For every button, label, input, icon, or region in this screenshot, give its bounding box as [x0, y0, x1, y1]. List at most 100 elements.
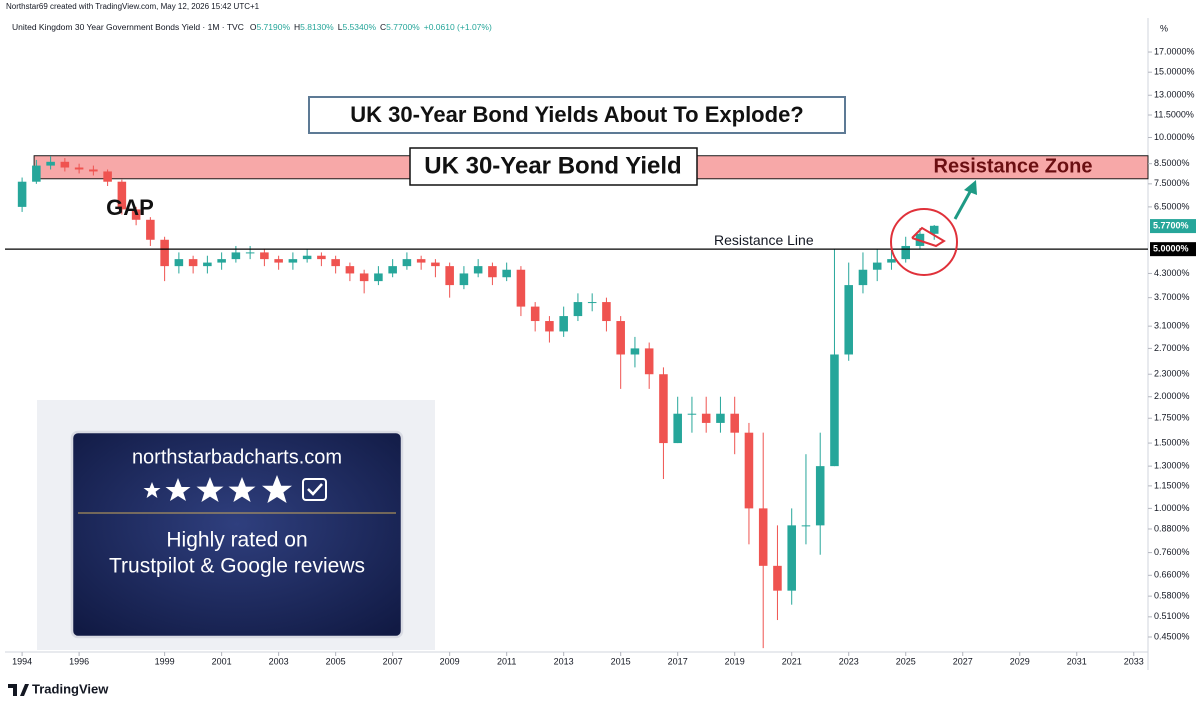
legend-key: H: [294, 22, 300, 32]
candle-body: [117, 181, 127, 210]
candle-body: [716, 413, 725, 423]
candle-body: [830, 354, 839, 467]
x-tick-label: 2033: [1124, 656, 1144, 666]
candle-body: [17, 181, 27, 207]
check-box: [302, 478, 327, 501]
candle-body: [644, 348, 654, 375]
x-tick-label: 2023: [839, 656, 859, 666]
candle-body: [758, 508, 768, 566]
candle-body: [488, 266, 497, 278]
candle-body: [616, 321, 625, 355]
legend-change: +0.0610 (+1.07%): [424, 22, 492, 32]
arrow-head: [964, 180, 977, 195]
price-tag: [1150, 242, 1196, 257]
y-tick-label: 10.0000%: [1154, 132, 1195, 142]
x-tick-label: 2009: [440, 656, 460, 666]
price-tag-label: 5.0000%: [1153, 244, 1189, 254]
x-tick-label: 2029: [1010, 656, 1030, 666]
last-price-tag: [1150, 219, 1196, 234]
chart-title: UK 30-Year Bond Yields About To Explode?: [350, 102, 804, 127]
candle-body: [160, 239, 169, 267]
y-tick-label: 1.1500%: [1154, 480, 1190, 490]
axis-unit: %: [1160, 23, 1168, 33]
legend-value: 5.8130%: [300, 22, 334, 32]
candle-body: [74, 167, 84, 170]
candle-body: [146, 219, 155, 240]
y-tick-label: 3.1000%: [1154, 321, 1190, 331]
candle-body: [659, 374, 668, 444]
candle-body: [929, 225, 939, 234]
y-tick-label: 3.7000%: [1154, 292, 1190, 302]
candle-body: [431, 262, 440, 267]
check-mark: [307, 483, 323, 496]
candle-body: [388, 266, 397, 274]
x-tick-label: 2019: [725, 656, 745, 666]
logo-mark: [8, 684, 29, 696]
promo-line: Trustpilot & Google reviews: [109, 555, 365, 578]
breakout-arrow: [953, 189, 973, 220]
legend-value: 5.7700%: [386, 22, 420, 32]
y-tick-label: 8.5000%: [1154, 158, 1190, 168]
candle-body: [331, 259, 340, 267]
x-tick-label: 2001: [212, 656, 232, 666]
star: [228, 477, 256, 502]
legend-key: L: [338, 22, 343, 32]
promo-line: Highly rated on: [166, 529, 307, 552]
x-tick-label: 1996: [69, 656, 89, 666]
y-tick-label: 6.5000%: [1154, 201, 1190, 211]
legend-symbol: United Kingdom 30 Year Government Bonds …: [12, 22, 244, 32]
star: [143, 482, 161, 498]
promo-site: northstarbadcharts.com: [132, 446, 342, 468]
brand: TradingView: [32, 681, 109, 696]
candle-body: [317, 255, 326, 260]
star: [196, 477, 224, 502]
chart-subtitle: UK 30-Year Bond Yield: [424, 152, 681, 179]
candle-body: [872, 262, 882, 270]
candle-body: [901, 245, 910, 260]
candle-body: [260, 252, 269, 260]
candle-body: [787, 525, 796, 591]
flag-pattern: [911, 226, 946, 248]
x-tick-label: 2031: [1067, 656, 1087, 666]
subtitle-box: [409, 147, 698, 186]
candle-body: [416, 259, 426, 263]
candle-body: [274, 259, 283, 263]
candle-body: [701, 413, 711, 423]
candle-body: [801, 525, 811, 527]
candle-body: [887, 259, 896, 263]
candle-body: [302, 255, 312, 260]
candle-body: [815, 466, 825, 526]
candle-body: [459, 273, 469, 286]
y-tick-label: 13.0000%: [1154, 90, 1195, 100]
x-tick-label: 2011: [497, 656, 516, 666]
candle-body: [673, 413, 682, 444]
resistance-line-label: Resistance Line: [714, 232, 814, 248]
candle-body: [587, 302, 597, 304]
candle-body: [545, 321, 554, 332]
candle-body: [402, 259, 412, 267]
candle-body: [473, 266, 483, 274]
y-tick-label: 15.0000%: [1154, 67, 1195, 77]
last-price-label: 5.7700%: [1153, 220, 1189, 230]
y-tick-label: 1.0000%: [1154, 503, 1190, 513]
x-tick-label: 2003: [269, 656, 289, 666]
candle-body: [516, 269, 526, 307]
candle-body: [559, 316, 568, 332]
candle-body: [687, 413, 697, 415]
y-tick-label: 4.3000%: [1154, 268, 1190, 278]
credit: Northstar69 created with TradingView.com…: [6, 2, 260, 11]
candle-body: [60, 161, 70, 168]
y-tick-label: 2.7000%: [1154, 343, 1190, 353]
legend: United Kingdom 30 Year Government Bonds …: [12, 22, 492, 32]
zone-label: Resistance Zone: [934, 155, 1093, 177]
candle-body: [89, 169, 98, 172]
x-tick-label: 2025: [896, 656, 916, 666]
x-tick-label: 2013: [554, 656, 574, 666]
x-tick-label: 2015: [611, 656, 631, 666]
star: [165, 478, 191, 501]
candle-body: [188, 259, 198, 267]
candle-body: [445, 266, 454, 286]
y-tick-label: 0.8800%: [1154, 523, 1190, 533]
